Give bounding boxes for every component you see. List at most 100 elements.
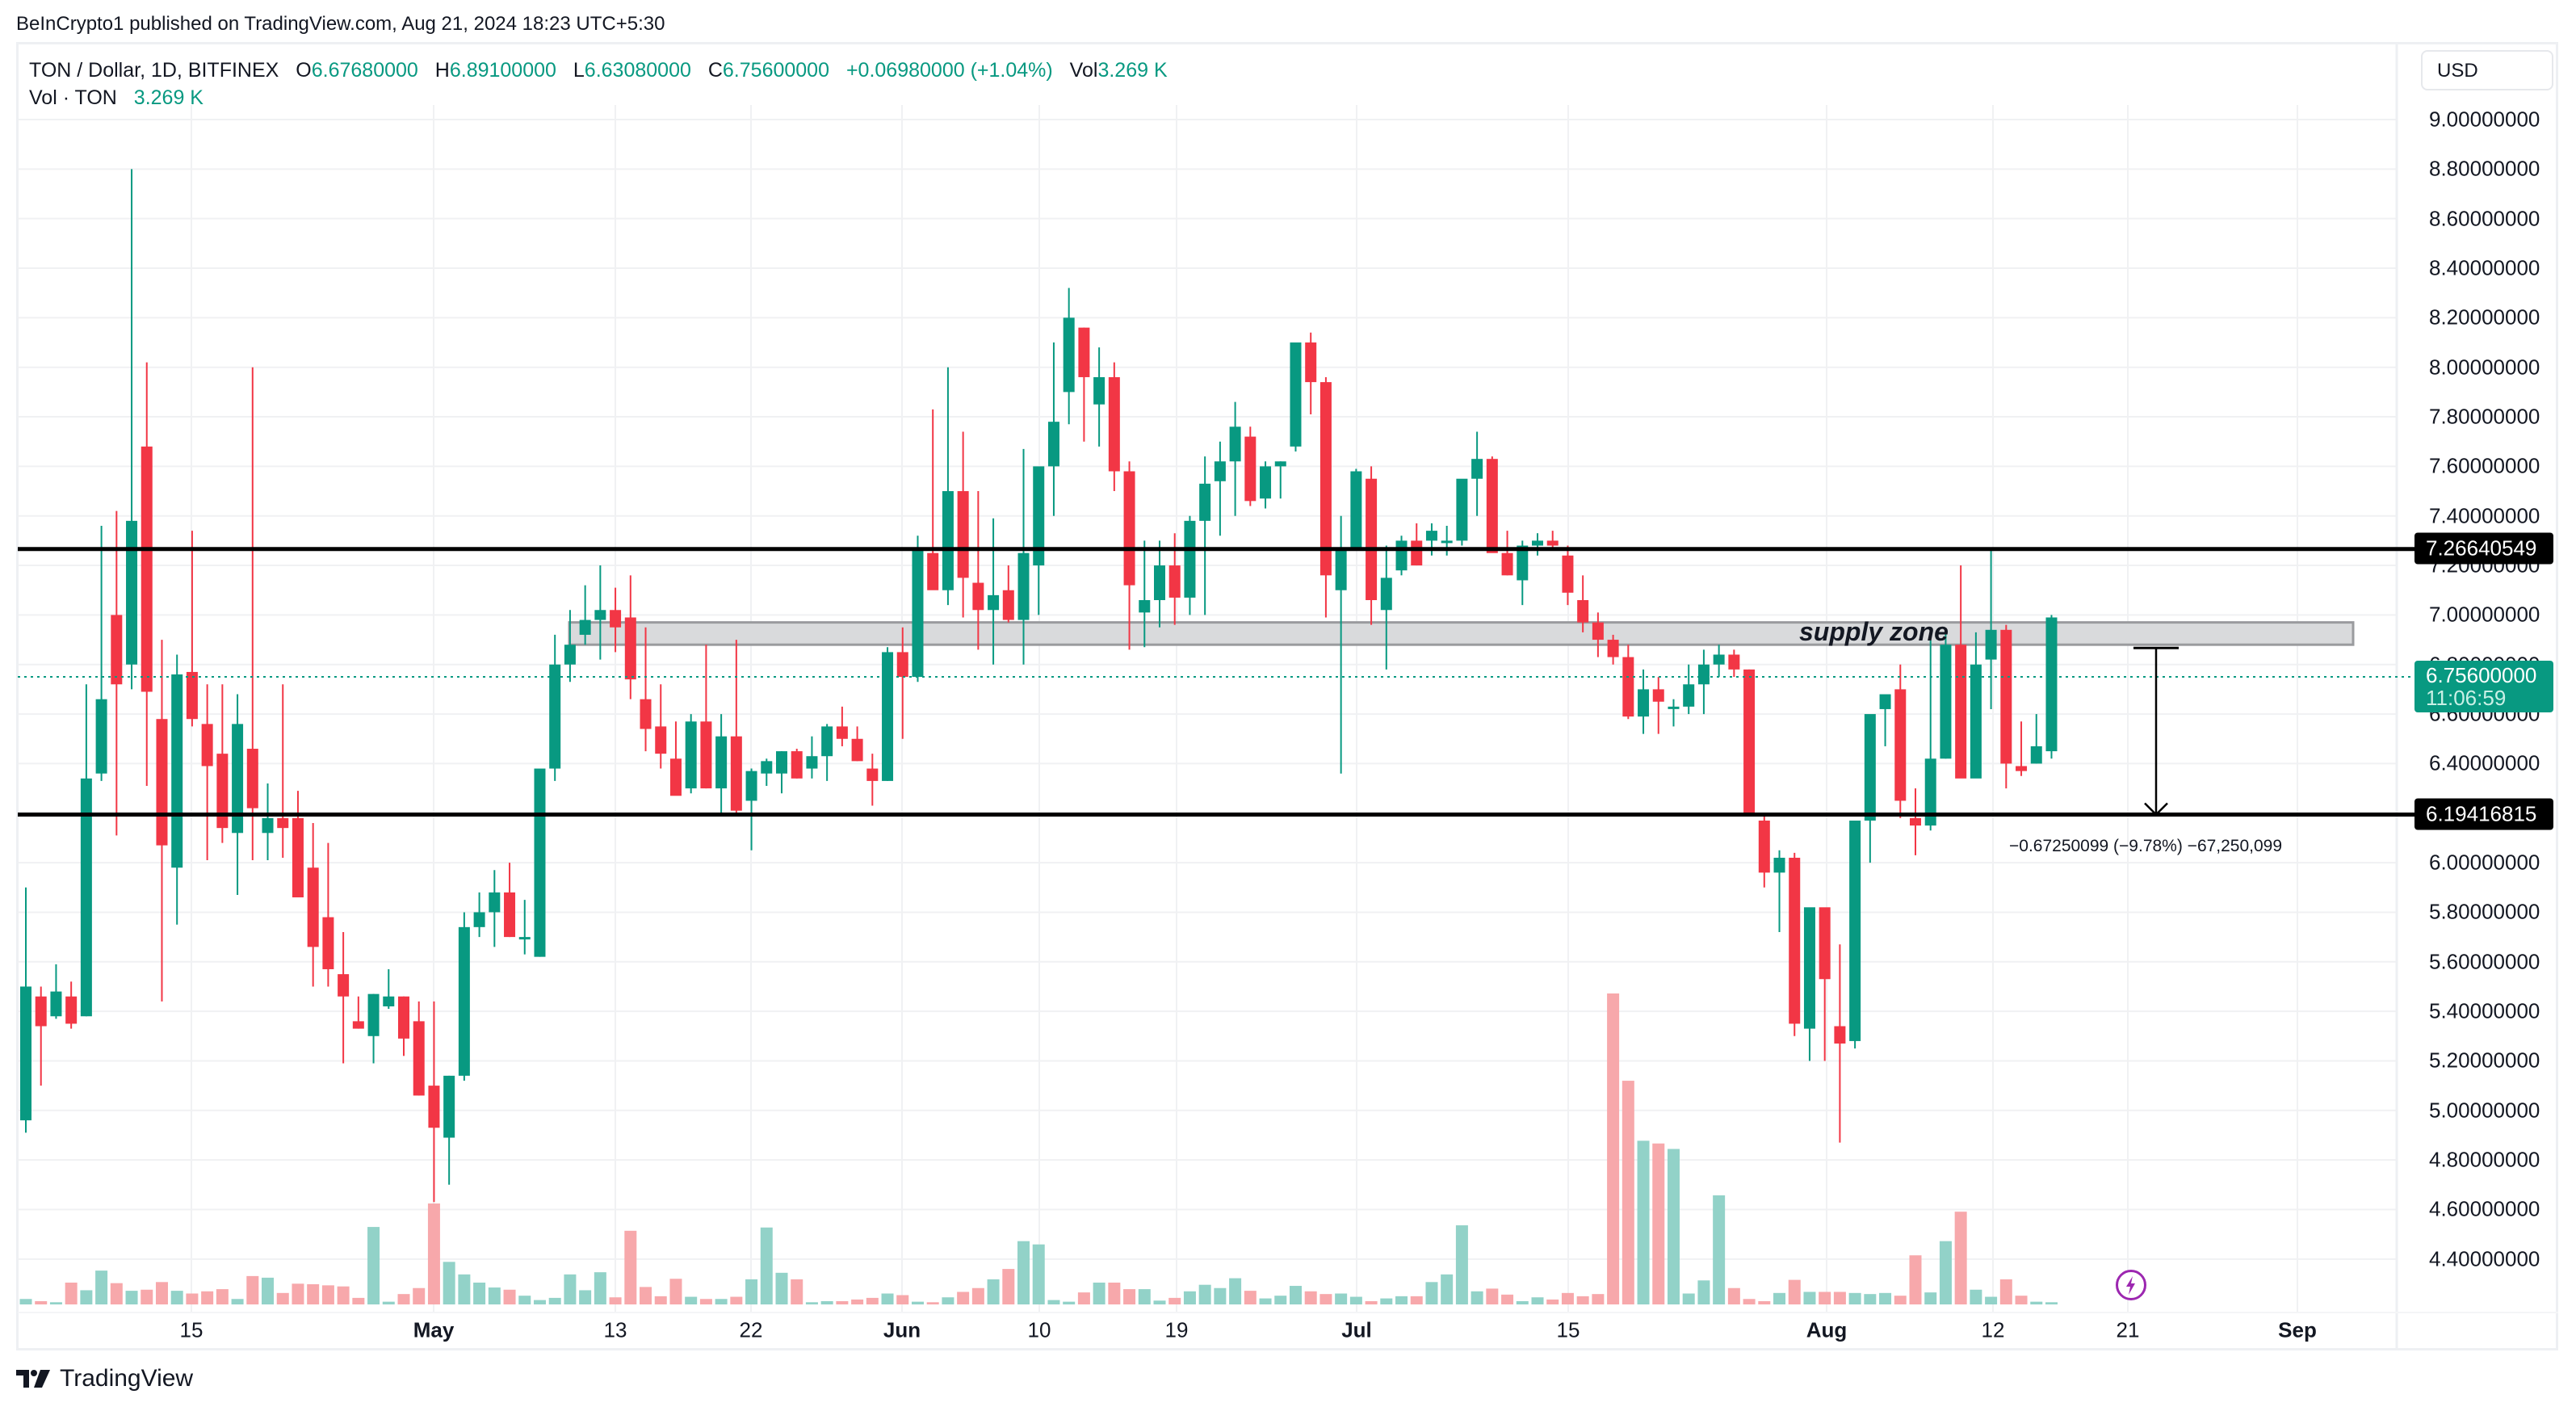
time-tick-label: 21 <box>2116 1317 2140 1342</box>
candle-body <box>1652 689 1664 702</box>
time-tick-label: 12 <box>1981 1317 2005 1342</box>
candle-body <box>1456 478 1468 541</box>
volume-series-title[interactable]: Vol · TON <box>29 86 117 109</box>
volume-bar <box>1486 1288 1499 1304</box>
candle-body <box>610 610 622 628</box>
candle-body <box>1864 714 1876 821</box>
price-tick-label: 8.20000000 <box>2429 304 2540 330</box>
time-tick-label: Sep <box>2278 1317 2317 1342</box>
candle-body <box>776 751 787 774</box>
volume-bar <box>488 1287 501 1304</box>
volume-bar <box>1002 1269 1015 1304</box>
candle-body <box>292 817 304 898</box>
candle-body <box>1033 466 1045 566</box>
candle-body <box>473 912 485 927</box>
candle-body <box>1758 820 1770 873</box>
candle-body <box>262 817 274 834</box>
candle-body <box>1184 520 1196 598</box>
candle-body <box>1123 471 1135 586</box>
price-tick-label: 5.00000000 <box>2429 1098 2540 1123</box>
tradingview-logo-text: TradingView <box>60 1365 194 1392</box>
lightning-icon[interactable] <box>2116 1270 2146 1300</box>
candle-body <box>1668 706 1680 709</box>
candle-body <box>1425 531 1437 541</box>
price-tick-label: 4.80000000 <box>2429 1147 2540 1172</box>
candle-body <box>1350 471 1362 551</box>
time-tick-label: May <box>413 1317 455 1342</box>
candle-body <box>1063 317 1075 393</box>
price-tick-label: 5.80000000 <box>2429 899 2540 924</box>
volume-bar <box>1743 1299 1756 1304</box>
volume-bar <box>307 1284 320 1304</box>
volume-bar <box>1229 1278 1242 1304</box>
volume-bar <box>1198 1284 1211 1304</box>
candle-body <box>186 671 198 720</box>
price-tick-label: 9.00000000 <box>2429 107 2540 132</box>
price-tick-label: 5.20000000 <box>2429 1048 2540 1073</box>
volume-bar <box>851 1299 864 1304</box>
time-tick-label: 15 <box>179 1317 203 1342</box>
candle-body <box>1244 436 1257 502</box>
candle-body <box>972 582 984 611</box>
volume-bar <box>427 1203 440 1304</box>
volume-bar <box>1970 1289 1982 1304</box>
volume-bar <box>1183 1291 1196 1304</box>
candle-body <box>1168 565 1181 598</box>
candle-body <box>912 548 924 678</box>
volume-bar <box>730 1296 743 1304</box>
last-price-value: 6.75600000 <box>2426 663 2537 687</box>
volume-bar <box>1788 1279 1801 1304</box>
candle-body <box>50 991 62 1017</box>
candle-body <box>1894 689 1907 801</box>
volume-bar <box>1576 1296 1589 1304</box>
volume-bar <box>1667 1149 1680 1304</box>
volume-bar <box>926 1302 939 1304</box>
time-tick-label: Jul <box>1341 1317 1372 1342</box>
volume-bar <box>1879 1292 1892 1304</box>
volume-bar <box>1954 1212 1967 1304</box>
volume-bar <box>1501 1294 1514 1304</box>
volume-bar <box>276 1292 289 1304</box>
volume-bar <box>624 1230 637 1304</box>
volume-bar <box>820 1300 833 1304</box>
volume-bar <box>1848 1292 1861 1304</box>
candle-body <box>80 778 92 1017</box>
tradingview-logo[interactable]: TradingView <box>16 1365 193 1392</box>
candle-body <box>20 986 31 1121</box>
volume-bar <box>1682 1293 1695 1304</box>
volume-bar <box>1985 1296 1998 1304</box>
supply-zone-label: supply zone <box>1799 617 1949 646</box>
symbol-title[interactable]: TON / Dollar, 1D, BITFINEX <box>29 59 279 82</box>
candle-body <box>1803 907 1815 1029</box>
volume-bar <box>1773 1292 1786 1304</box>
candle-body <box>398 996 409 1039</box>
candle-body <box>988 594 1000 611</box>
volume-bar <box>337 1286 350 1304</box>
candle-body <box>1789 857 1801 1024</box>
candle-body <box>1078 327 1090 377</box>
volume-bar <box>1592 1294 1605 1304</box>
measure-label: −0.67250099 (−9.78%) −67,250,099 <box>2009 837 2283 855</box>
volume-bar <box>1697 1280 1710 1304</box>
price-tick-label: 4.40000000 <box>2429 1246 2540 1271</box>
volume-bar <box>1153 1300 1166 1304</box>
candle-body <box>1199 483 1211 521</box>
volume-bar <box>443 1262 455 1304</box>
volume-bar <box>1622 1081 1634 1304</box>
volume-bar <box>1531 1297 1544 1304</box>
candle-body <box>1955 645 1967 779</box>
candle-body <box>1910 817 1921 826</box>
volume-legend-row: Vol · TON 3.269 K <box>29 84 1168 111</box>
volume-bar <box>1909 1255 1922 1304</box>
price-tick-label: 8.00000000 <box>2429 355 2540 380</box>
volume-bar <box>1516 1300 1529 1304</box>
candle-body <box>791 751 803 779</box>
currency-button[interactable]: USD <box>2421 50 2553 90</box>
volume-bar <box>1108 1282 1121 1304</box>
volume-bar <box>473 1282 486 1304</box>
candle-body <box>1108 376 1120 472</box>
candle-body <box>836 726 848 739</box>
volume-bar <box>881 1293 894 1304</box>
volume-bar <box>1819 1292 1831 1304</box>
